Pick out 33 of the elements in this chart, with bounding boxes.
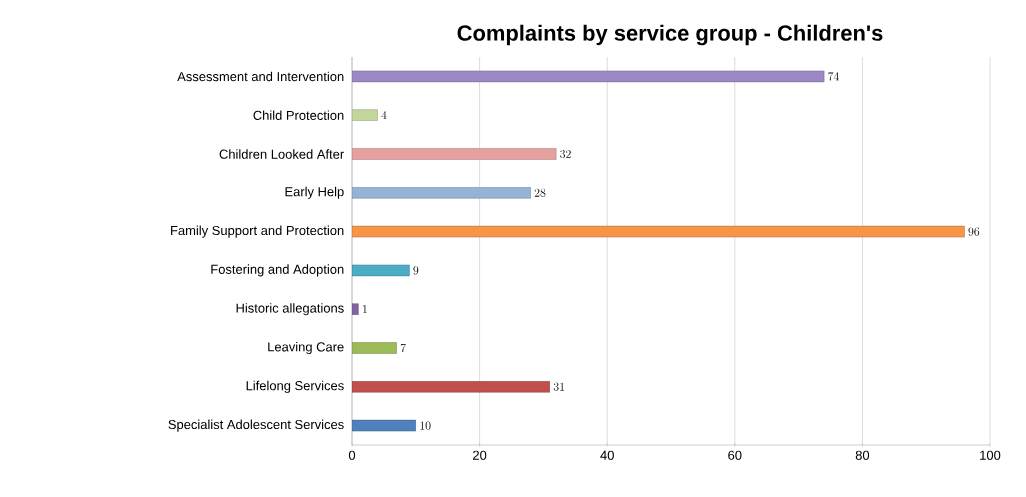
bar (352, 109, 378, 121)
data-label: 96 (968, 227, 980, 236)
data-label: 7 (400, 343, 406, 353)
y-tick-label: Assessment and Intervention (177, 71, 344, 82)
y-tick-label: Leaving Care (268, 341, 344, 355)
y-tick-label: Early Help (285, 186, 344, 199)
bar (352, 381, 550, 393)
y-tick-label: Child Protection (253, 110, 344, 120)
y-tick-label: Fostering and Adoption (211, 264, 344, 277)
data-label: 74 (828, 72, 840, 81)
bar (352, 303, 359, 315)
x-tick-label: 100 (980, 450, 1001, 460)
data-label: 28 (534, 188, 546, 197)
data-label: 4 (381, 110, 387, 120)
data-label: 32 (560, 149, 571, 159)
y-tick-label: Historic allegations (236, 303, 344, 316)
bar (352, 187, 531, 199)
data-label: 1 (363, 305, 367, 314)
y-tick-label: Specialist Adolescent Services (168, 419, 344, 432)
y-tick-label: Family Support and Protection (171, 225, 344, 238)
x-tick-label: 0 (348, 450, 356, 460)
y-tick-label: Children Looked After (219, 149, 344, 159)
bar (352, 148, 557, 160)
x-tick-label: 20 (473, 450, 487, 460)
chart-title: Complaints by service group - Children's (457, 24, 883, 46)
data-label: 31 (553, 382, 565, 391)
x-tick-label: 40 (600, 450, 614, 460)
x-tick-label: 60 (728, 450, 742, 460)
data-label: 9 (413, 266, 419, 275)
y-tick-label: Lifelong Services (246, 380, 344, 393)
bar (352, 342, 397, 354)
x-tick-label: 80 (855, 450, 870, 460)
data-label: 10 (420, 421, 431, 430)
